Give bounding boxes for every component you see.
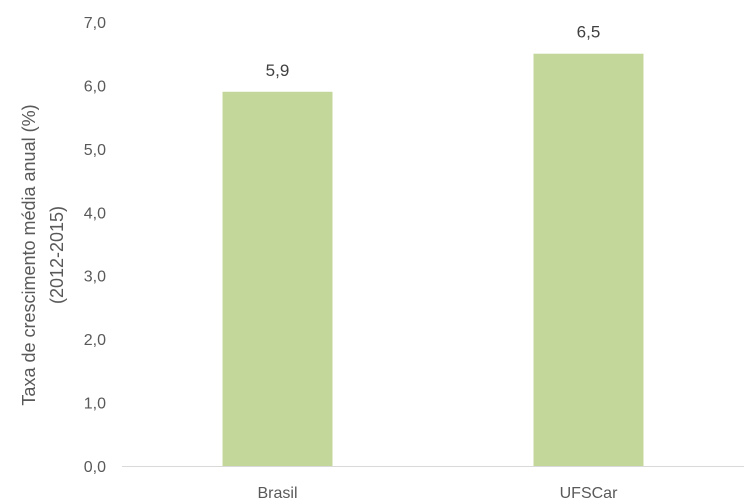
y-tick-label: 5,0 [84, 142, 106, 159]
data-labels: 5,9 6,5 [266, 23, 601, 80]
y-tick-label: 0,0 [84, 459, 106, 476]
y-tick-label: 7,0 [84, 15, 106, 32]
y-axis-ticks: 0,0 1,0 2,0 3,0 4,0 5,0 6,0 7,0 [84, 15, 106, 476]
x-category-label: UFSCar [560, 485, 618, 502]
bar-brasil [222, 91, 333, 467]
data-label: 5,9 [266, 61, 290, 80]
y-axis-title: Taxa de crescimento média anual (%) (201… [19, 104, 67, 405]
y-tick-label: 4,0 [84, 205, 106, 222]
bar-ufscar [533, 53, 644, 466]
y-tick-label: 2,0 [84, 332, 106, 349]
y-tick-label: 3,0 [84, 269, 106, 286]
y-tick-label: 1,0 [84, 396, 106, 413]
data-label: 6,5 [577, 23, 601, 42]
bars [222, 53, 644, 467]
x-axis-labels: Brasil UFSCar [257, 485, 618, 502]
x-category-label: Brasil [257, 485, 297, 502]
y-axis-title-line2: (2012-2015) [47, 206, 67, 304]
y-axis-title-line1: Taxa de crescimento média anual (%) [19, 104, 39, 405]
y-tick-label: 6,0 [84, 78, 106, 95]
